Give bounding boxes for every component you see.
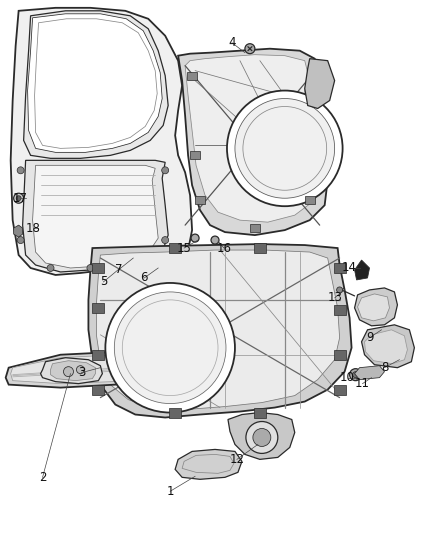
Polygon shape (334, 263, 346, 273)
Text: 16: 16 (216, 241, 232, 255)
Polygon shape (228, 413, 295, 459)
Text: 12: 12 (230, 453, 244, 466)
Circle shape (14, 193, 24, 203)
Text: 17: 17 (13, 192, 28, 205)
Text: 10: 10 (340, 371, 355, 384)
Polygon shape (364, 330, 407, 364)
Polygon shape (355, 288, 397, 326)
Polygon shape (355, 366, 385, 379)
Text: 15: 15 (177, 241, 191, 255)
Circle shape (353, 372, 359, 378)
Polygon shape (88, 244, 352, 417)
Polygon shape (355, 260, 370, 280)
Polygon shape (250, 224, 260, 232)
Circle shape (350, 369, 361, 381)
Polygon shape (96, 250, 339, 409)
Polygon shape (92, 385, 104, 394)
Polygon shape (32, 165, 158, 268)
Polygon shape (305, 59, 335, 109)
Polygon shape (92, 350, 104, 360)
Polygon shape (195, 196, 205, 204)
Text: 13: 13 (327, 292, 342, 304)
Polygon shape (11, 8, 192, 275)
Circle shape (211, 236, 219, 244)
Polygon shape (6, 352, 158, 387)
Polygon shape (334, 350, 346, 360)
Circle shape (246, 422, 278, 454)
Circle shape (227, 91, 343, 206)
Polygon shape (28, 14, 162, 152)
Circle shape (106, 283, 235, 413)
Polygon shape (190, 151, 200, 159)
Circle shape (17, 167, 24, 174)
Polygon shape (305, 196, 314, 204)
Polygon shape (92, 303, 104, 313)
Circle shape (235, 99, 335, 198)
Text: 5: 5 (100, 276, 107, 288)
Polygon shape (92, 263, 104, 273)
Circle shape (337, 287, 343, 293)
Text: 2: 2 (39, 471, 46, 484)
Circle shape (16, 196, 21, 201)
Polygon shape (23, 160, 168, 272)
Circle shape (114, 292, 226, 403)
Polygon shape (50, 361, 95, 381)
Text: 6: 6 (141, 271, 148, 285)
Text: 14: 14 (342, 262, 357, 274)
Circle shape (47, 264, 54, 271)
Circle shape (253, 429, 271, 447)
Text: 7: 7 (115, 263, 122, 277)
Circle shape (162, 167, 169, 174)
Text: 4: 4 (228, 36, 236, 49)
Text: 11: 11 (355, 377, 370, 390)
Circle shape (245, 44, 255, 54)
Circle shape (17, 237, 24, 244)
Text: 3: 3 (78, 366, 85, 379)
Circle shape (162, 237, 169, 244)
Polygon shape (334, 305, 346, 315)
Polygon shape (361, 325, 414, 368)
Circle shape (191, 234, 199, 242)
Text: 9: 9 (366, 332, 373, 344)
Circle shape (77, 366, 85, 374)
Polygon shape (169, 408, 181, 417)
Polygon shape (357, 294, 389, 321)
Text: 18: 18 (26, 222, 41, 235)
Circle shape (64, 367, 74, 377)
Polygon shape (187, 71, 197, 79)
Polygon shape (334, 385, 346, 394)
Polygon shape (24, 11, 168, 158)
Polygon shape (254, 408, 266, 417)
Polygon shape (169, 243, 181, 253)
Text: 1: 1 (166, 485, 174, 498)
Polygon shape (11, 355, 150, 384)
Text: 8: 8 (381, 361, 388, 374)
Circle shape (87, 264, 94, 271)
Polygon shape (14, 225, 23, 237)
Polygon shape (41, 358, 102, 384)
Polygon shape (175, 449, 242, 479)
Polygon shape (254, 243, 266, 253)
Polygon shape (185, 55, 318, 222)
Polygon shape (178, 49, 328, 235)
